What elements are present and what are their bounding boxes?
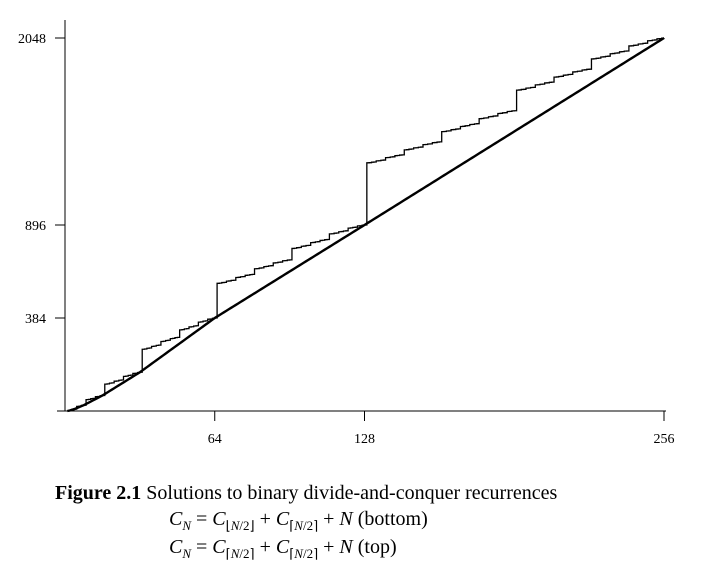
y-tick-label-896: 896: [25, 219, 46, 234]
caption-label: Figure 2.1: [55, 482, 142, 504]
chart-series: [67, 36, 665, 413]
series-line-bottom: [67, 36, 665, 413]
series-line-top: [67, 37, 665, 412]
x-tick-label-256: 256: [654, 432, 675, 447]
figure-caption: Figure 2.1 Solutions to binary divide-an…: [55, 480, 695, 562]
caption-text: Solutions to binary divide-and-conquer r…: [146, 482, 558, 504]
caption-formula-bottom: CN = C⌊N/2⌋ + C⌈N/2⌉ + N (bottom): [169, 508, 428, 533]
caption-formula-top: CN = C⌈N/2⌉ + C⌈N/2⌉ + N (top): [169, 536, 397, 561]
chart: 64 128 256 384 896 2048: [18, 20, 675, 447]
caption-line: Figure 2.1 Solutions to binary divide-an…: [55, 480, 695, 506]
chart-ticks: 64 128 256 384 896 2048: [18, 32, 675, 447]
chart-axes: [57, 20, 666, 412]
y-tick-label-2048: 2048: [18, 32, 46, 47]
y-tick-label-384: 384: [25, 312, 46, 327]
x-tick-label-64: 64: [208, 432, 222, 447]
x-tick-label-128: 128: [354, 432, 375, 447]
